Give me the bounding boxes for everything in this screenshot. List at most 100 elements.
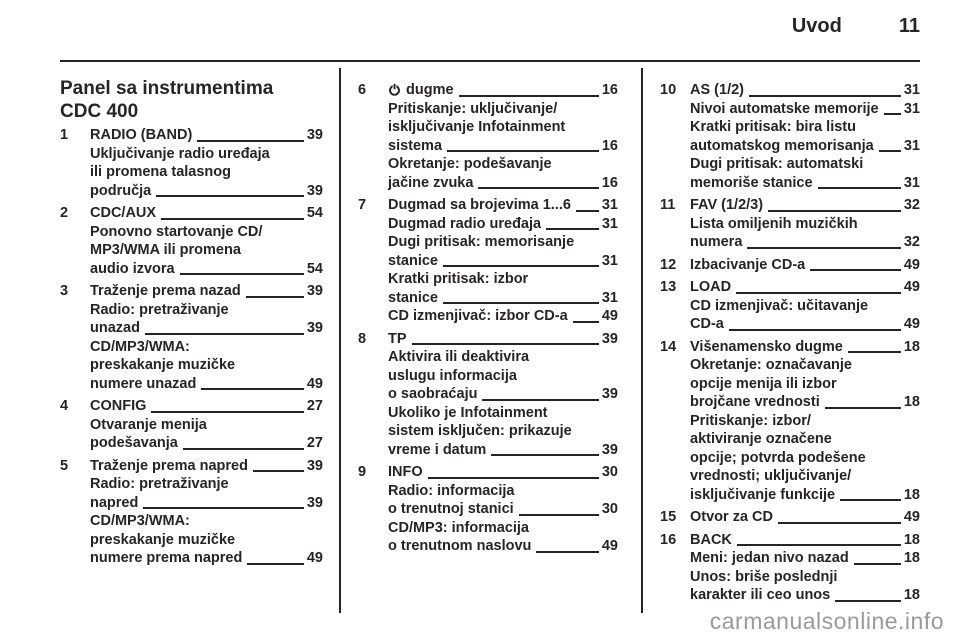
dotted-leader (201, 388, 304, 390)
toc-item: 16 BACK 18 Meni: jedan nivo nazad 18 Unos: br… (660, 531, 920, 605)
toc-row: opcije; potvrda podešene (690, 449, 920, 468)
row-text: TP (388, 330, 407, 347)
toc-row: Višenamensko dugme 18 (690, 338, 920, 357)
item-number: 8 (358, 330, 367, 347)
row-text: jačine zvuka (388, 174, 474, 191)
dotted-leader (491, 454, 599, 456)
row-text: RADIO (BAND) (90, 127, 193, 143)
row-text: BACK (690, 531, 732, 548)
dotted-leader (518, 513, 599, 516)
dotted-leader (835, 599, 901, 602)
toc-row: stanice 31 (388, 252, 618, 271)
item-number: 7 (358, 197, 367, 213)
row-text: opcije; potvrda podešene (690, 449, 866, 466)
toc-row: Kratki pritisak: izbor (388, 270, 618, 289)
dotted-leader (736, 291, 901, 294)
toc-item: 8 TP 39 Aktivira ili deaktivira uslugu infor… (358, 330, 618, 460)
row-text: karakter ili ceo unos (690, 587, 831, 603)
row-text: memoriše stanice (690, 174, 813, 191)
toc-item: 14 Višenamensko dugme 18 Okretanje: označav… (660, 338, 920, 505)
item-number: 6 (358, 82, 367, 98)
row-text: o saobraćaju (388, 386, 478, 402)
toc-row: o saobraćaju 39 (388, 385, 618, 404)
toc-row: Okretanje: podešavanje (388, 155, 618, 174)
toc-row: preskakanje muzičke (90, 531, 323, 550)
row-text: INFO (388, 464, 423, 480)
toc-row: audio izvora 54 (90, 260, 323, 279)
toc-row: opcije menija ili izbor (690, 375, 920, 394)
toc-row: Dugmad sa brojevima 1...6 31 (388, 196, 618, 215)
row-text: preskakanje muzičke (90, 357, 236, 373)
row-text: CD izmenjivač: učitavanje (690, 297, 869, 314)
toc-row: vreme i datum 39 (388, 441, 618, 460)
toc-row: Pritiskanje: uključivanje/ (388, 100, 618, 119)
row-text: Kratki pritisak: bira listu (690, 119, 856, 135)
row-page-number: 39 (601, 441, 618, 458)
toc-row: CD/MP3/WMA: (90, 512, 323, 531)
section-title-line2: CDC 400 (60, 101, 139, 122)
toc-row: karakter ili ceo unos 18 (690, 586, 920, 605)
row-text: Unos: briše poslednji (690, 568, 838, 585)
toc-row: podešavanja 27 (90, 434, 323, 453)
item-number: 5 (60, 457, 69, 474)
row-text: sistema (388, 137, 443, 154)
column-divider-1 (339, 68, 341, 613)
item-rows: RADIO (BAND) 39 Uključivanje radio uređaja… (90, 126, 323, 200)
dotted-leader (768, 209, 901, 212)
toc-row: numere prema napred 49 (90, 549, 323, 568)
toc-row: Traženje prema nazad 39 (90, 282, 323, 301)
row-page-number: 49 (903, 256, 920, 273)
toc-row: Otvaranje menija (90, 416, 323, 435)
toc-row: RADIO (BAND) 39 (90, 126, 323, 145)
item-rows: Višenamensko dugme 18 Okretanje: označavan… (690, 338, 920, 505)
dotted-leader (144, 332, 304, 335)
row-page-number: 39 (601, 386, 618, 402)
dotted-leader (847, 351, 901, 353)
dotted-leader (883, 113, 901, 115)
toc-row: područja 39 (90, 182, 323, 201)
toc-row: CD izmenjivač: učitavanje (690, 297, 920, 316)
item-number: 12 (660, 256, 677, 273)
row-text: dugme (406, 82, 454, 98)
header-rule (60, 60, 920, 62)
dotted-leader (447, 150, 599, 152)
row-text: Ukoliko je Infotainment (388, 404, 548, 421)
row-page-number: 18 (903, 338, 920, 355)
row-page-number: 49 (601, 538, 618, 554)
row-text: Traženje prema napred (90, 457, 248, 474)
toc-row: Lista omiljenih muzičkih (690, 215, 920, 234)
row-text: brojčane vrednosti (690, 394, 820, 410)
dotted-leader (878, 150, 901, 152)
section-title: Panel sa instrumentima CDC 400 (60, 77, 273, 123)
power-knob-icon (389, 83, 400, 96)
toc-row: Dugi pritisak: memorisanje (388, 233, 618, 252)
toc-row: Radio: pretraživanje (90, 301, 323, 320)
toc-row: brojčane vrednosti 18 (690, 393, 920, 412)
toc-row: CD-a 49 (690, 315, 920, 334)
toc-item: 2 CDC/AUX 54 Ponovno startovanje CD/MP3/WMA… (60, 204, 323, 278)
toc-row: isključivanje funkcije 18 (690, 486, 920, 505)
row-page-number: 32 (903, 234, 920, 250)
row-page-number: 30 (601, 464, 618, 480)
header-section-title: Uvod (791, 15, 842, 37)
item-rows: dugme 16 Pritiskanje: uključivanje/isključ… (388, 81, 618, 192)
toc-row: Okretanje: označavanje (690, 356, 920, 375)
toc-item: 10 AS (1/2) 31 Nivoi automatske memorije 31 K… (660, 81, 920, 192)
dotted-leader (736, 544, 901, 546)
item-rows: INFO 30 Radio: informacija o trenutnoj stan… (388, 463, 618, 556)
row-text: Dugi pritisak: memorisanje (388, 234, 575, 250)
row-text: Pritiskanje: uključivanje/ (388, 100, 558, 117)
item-number: 2 (60, 205, 69, 221)
toc-row: sistema 16 (388, 137, 618, 156)
dotted-leader (853, 562, 901, 565)
row-text: numera (690, 234, 743, 250)
header-page-number: 11 (898, 15, 920, 37)
toc-row: napred 39 (90, 494, 323, 513)
row-page-number: 16 (601, 174, 618, 191)
dotted-leader (252, 470, 304, 472)
toc-column-3: 10 AS (1/2) 31 Nivoi automatske memorije 31 K… (660, 81, 920, 609)
row-page-number: 31 (601, 215, 618, 232)
row-text: Aktivira ili deaktivira (388, 349, 530, 365)
page-header: Uvod 11 (792, 14, 920, 38)
